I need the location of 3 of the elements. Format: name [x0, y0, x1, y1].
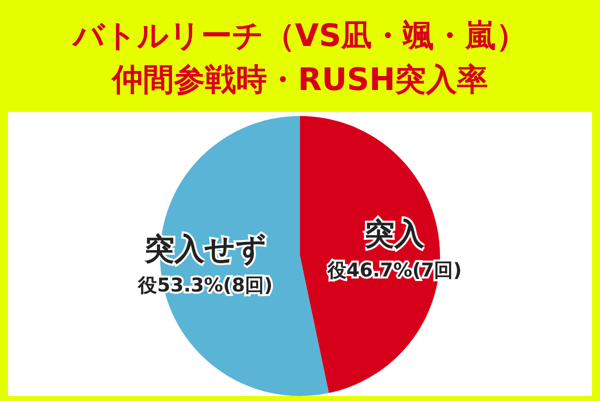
chart-subtitle: 仲間参戦時・RUSH突入率: [110, 62, 488, 98]
slice-label: 突入: [364, 216, 426, 252]
chart-title: バトルリーチ（VS凪・颯・嵐）: [70, 18, 528, 54]
